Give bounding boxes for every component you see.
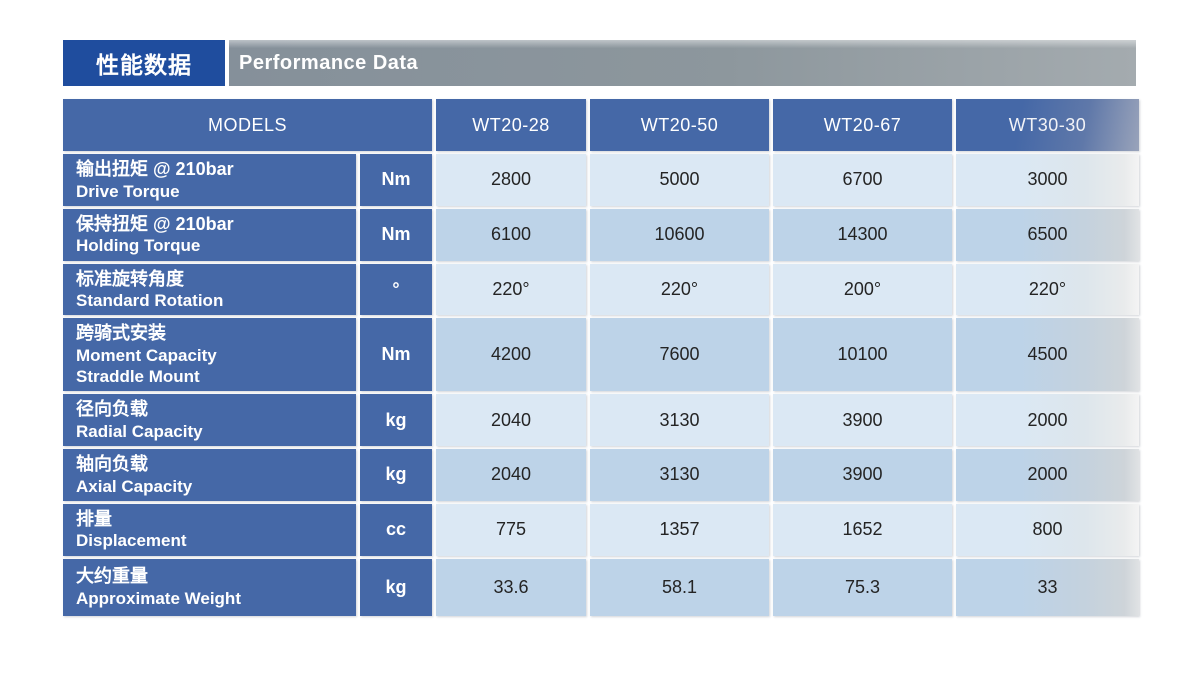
- table-row-axial-capacity: 轴向负载 Axial Capacity kg 2040 3130 3900 20…: [63, 449, 1139, 501]
- row-label-chinese: 保持扭矩 @ 210bar: [76, 213, 234, 234]
- unit-cell: kg: [360, 394, 432, 446]
- value-cell: 3900: [773, 394, 952, 446]
- model-column-wt20-67: WT20-67: [773, 99, 952, 151]
- row-label-english: Moment Capacity Straddle Mount: [76, 345, 217, 386]
- value-cell: 3900: [773, 449, 952, 501]
- row-label-english: Displacement: [76, 531, 187, 551]
- value-cell: 75.3: [773, 558, 952, 616]
- value-cell: 2040: [436, 449, 586, 501]
- row-label-english: Axial Capacity: [76, 476, 193, 496]
- row-label: 跨骑式安装 Moment Capacity Straddle Mount: [63, 318, 356, 392]
- table-row-moment-capacity: 跨骑式安装 Moment Capacity Straddle Mount Nm …: [63, 318, 1139, 392]
- row-label-chinese: 径向负载: [76, 399, 148, 420]
- table-row-approximate-weight: 大约重量 Approximate Weight kg 33.6 58.1 75.…: [63, 558, 1139, 616]
- value-cell: 7600: [590, 318, 769, 392]
- row-label: 轴向负载 Axial Capacity: [63, 449, 356, 501]
- value-cell: 33.6: [436, 558, 586, 616]
- value-cell: 6500: [956, 208, 1139, 261]
- value-cell: 6700: [773, 154, 952, 206]
- section-title-english: Performance Data: [229, 40, 1136, 86]
- table-row-displacement: 排量 Displacement cc 775 1357 1652 800: [63, 503, 1139, 556]
- value-cell: 33: [956, 558, 1139, 616]
- value-cell: 775: [436, 503, 586, 556]
- row-label-chinese: 排量: [76, 508, 112, 529]
- unit-cell: cc: [360, 503, 432, 556]
- value-cell: 200°: [773, 263, 952, 316]
- row-label: 排量 Displacement: [63, 503, 356, 556]
- row-label-english: Drive Torque: [76, 181, 180, 201]
- value-cell: 2000: [956, 449, 1139, 501]
- model-column-wt30-30: WT30-30: [956, 99, 1139, 151]
- row-label: 大约重量 Approximate Weight: [63, 558, 356, 616]
- value-cell: 3130: [590, 449, 769, 501]
- unit-cell: kg: [360, 558, 432, 616]
- value-cell: 3000: [956, 154, 1139, 206]
- value-cell: 1652: [773, 503, 952, 556]
- row-label-english: Holding Torque: [76, 236, 201, 256]
- value-cell: 2000: [956, 394, 1139, 446]
- section-title-bar: 性能数据 Performance Data: [63, 40, 1136, 86]
- row-label-chinese: 轴向负载: [76, 454, 148, 474]
- row-label: 输出扭矩 @ 210bar Drive Torque: [63, 154, 356, 206]
- models-header-cell: MODELS: [63, 99, 432, 151]
- table-row-drive-torque: 输出扭矩 @ 210bar Drive Torque Nm 2800 5000 …: [63, 154, 1139, 206]
- value-cell: 10100: [773, 318, 952, 392]
- row-label-english: Radial Capacity: [76, 421, 203, 441]
- unit-cell: kg: [360, 449, 432, 501]
- row-label-chinese: 输出扭矩 @ 210bar: [76, 159, 234, 179]
- value-cell: 220°: [590, 263, 769, 316]
- row-label-english: Standard Rotation: [76, 291, 224, 310]
- value-cell: 220°: [436, 263, 586, 316]
- row-label-chinese: 跨骑式安装: [76, 323, 166, 344]
- row-label-chinese: 标准旋转角度: [76, 268, 184, 289]
- row-label: 径向负载 Radial Capacity: [63, 394, 356, 446]
- table-header-row: MODELS WT20-28 WT20-50 WT20-67 WT30-30: [63, 99, 1139, 151]
- section-title-chinese: 性能数据: [63, 40, 225, 86]
- value-cell: 5000: [590, 154, 769, 206]
- value-cell: 4500: [956, 318, 1139, 392]
- performance-data-table: MODELS WT20-28 WT20-50 WT20-67 WT30-30 输…: [59, 96, 1143, 619]
- datasheet-page: 性能数据 Performance Data MODELS WT20-28 WT2…: [59, 40, 1143, 619]
- value-cell: 800: [956, 503, 1139, 556]
- value-cell: 220°: [956, 263, 1139, 316]
- value-cell: 10600: [590, 208, 769, 261]
- row-label-english: Approximate Weight: [76, 588, 241, 608]
- model-column-wt20-28: WT20-28: [436, 99, 586, 151]
- value-cell: 1357: [590, 503, 769, 556]
- row-label-chinese: 大约重量: [76, 566, 148, 587]
- value-cell: 2800: [436, 154, 586, 206]
- table-row-radial-capacity: 径向负载 Radial Capacity kg 2040 3130 3900 2…: [63, 394, 1139, 446]
- table-row-standard-rotation: 标准旋转角度 Standard Rotation ° 220° 220° 200…: [63, 263, 1139, 316]
- value-cell: 3130: [590, 394, 769, 446]
- row-label: 保持扭矩 @ 210bar Holding Torque: [63, 208, 356, 261]
- unit-cell: Nm: [360, 208, 432, 261]
- value-cell: 58.1: [590, 558, 769, 616]
- unit-cell: Nm: [360, 318, 432, 392]
- unit-cell: °: [360, 263, 432, 316]
- table-row-holding-torque: 保持扭矩 @ 210bar Holding Torque Nm 6100 106…: [63, 208, 1139, 261]
- unit-cell: Nm: [360, 154, 432, 206]
- value-cell: 14300: [773, 208, 952, 261]
- value-cell: 6100: [436, 208, 586, 261]
- value-cell: 4200: [436, 318, 586, 392]
- value-cell: 2040: [436, 394, 586, 446]
- row-label: 标准旋转角度 Standard Rotation: [63, 263, 356, 316]
- model-column-wt20-50: WT20-50: [590, 99, 769, 151]
